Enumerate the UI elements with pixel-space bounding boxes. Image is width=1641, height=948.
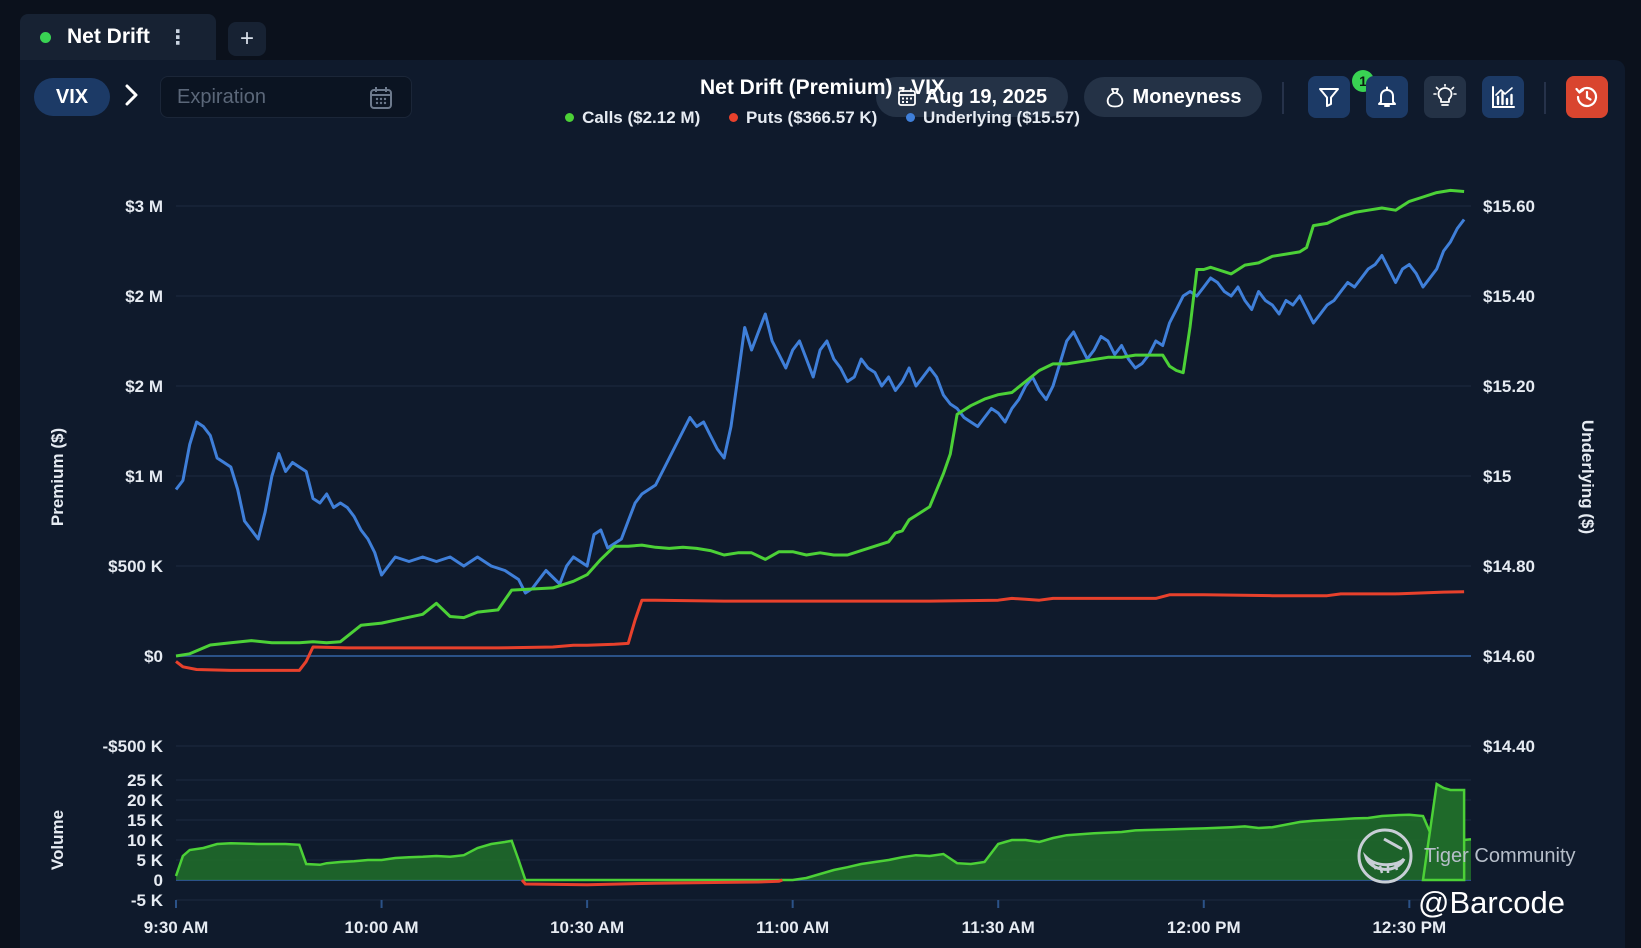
watermark-text: Tiger Community xyxy=(1424,844,1576,867)
volume-line-calls xyxy=(174,813,1472,882)
x-tick-label: 11:30 AM xyxy=(962,918,1035,937)
live-status-dot xyxy=(40,31,51,43)
bar-chart-icon xyxy=(1492,86,1515,108)
expiration-input[interactable] xyxy=(160,76,412,118)
x-tick-label: 10:00 AM xyxy=(345,918,419,937)
volume-tick-label: 0 xyxy=(154,871,163,890)
theme-toggle-button[interactable] xyxy=(1424,76,1466,118)
filter-icon xyxy=(1319,88,1339,107)
date-picker-button[interactable]: Aug 19, 2025 xyxy=(876,77,1068,117)
toolbar-divider xyxy=(1282,82,1284,114)
volume-spike xyxy=(1421,781,1466,882)
moneyness-button[interactable]: Moneyness xyxy=(1084,77,1262,117)
chevron-right-icon[interactable] xyxy=(123,82,141,115)
reset-button[interactable] xyxy=(1566,76,1608,118)
left-tick-label: $3 M xyxy=(125,197,163,216)
series-line-calls xyxy=(175,188,1465,658)
tab-net-drift[interactable]: Net Drift ⋮ xyxy=(20,14,216,60)
right-tick-label: $14.80 xyxy=(1483,557,1535,576)
volume-line-puts xyxy=(520,878,783,887)
x-tick-label: 12:00 PM xyxy=(1167,918,1241,937)
right-tick-label: $15.40 xyxy=(1483,287,1535,306)
tab-title: Net Drift xyxy=(67,25,150,48)
right-axis-title: Underlying ($) xyxy=(1578,420,1597,534)
x-tick-label: 9:30 AM xyxy=(144,918,209,937)
toolbar: VIX Aug 19, 2025 xyxy=(20,60,1625,130)
chart-title: Net Drift (Premium) - VIX xyxy=(699,76,946,99)
tab-bar: Net Drift ⋮ + xyxy=(0,0,1641,60)
left-tick-label: $500 K xyxy=(108,557,164,576)
left-tick-label: -$500 K xyxy=(103,737,164,756)
date-label: Aug 19, 2025 xyxy=(924,85,1048,108)
bell-icon xyxy=(1378,86,1396,107)
volume-tick-label: 10 K xyxy=(127,831,164,850)
tab-menu-icon[interactable]: ⋮ xyxy=(167,26,188,49)
legend-label-puts: Puts ($366.57 K) xyxy=(745,108,878,127)
watermark: Tiger Community xyxy=(1356,826,1606,886)
left-tick-label: $2 M xyxy=(125,287,163,306)
legend-item-calls[interactable]: Calls ($2.12 M) xyxy=(565,108,700,128)
right-tick-label: $15 xyxy=(1483,467,1511,486)
tiger-community-logo-icon xyxy=(1357,828,1413,884)
right-tick-label: $15.60 xyxy=(1483,197,1535,216)
volume-tick-label: 25 K xyxy=(127,771,164,790)
right-tick-label: $15.20 xyxy=(1483,377,1535,396)
x-tick-label: 12:30 PM xyxy=(1372,918,1446,937)
lightbulb-icon xyxy=(1433,84,1457,106)
chart-legend: Calls ($2.12 M) Puts ($366.57 K) Underly… xyxy=(0,108,1641,128)
x-tick-label: 10:30 AM xyxy=(550,918,624,937)
volume-tick-label: 5 K xyxy=(137,851,164,870)
legend-label-calls: Calls ($2.12 M) xyxy=(582,108,701,127)
legend-dot-puts xyxy=(728,113,738,122)
right-tick-label: $14.60 xyxy=(1483,647,1535,666)
left-tick-label: $2 M xyxy=(125,377,163,396)
volume-tick-label: 20 K xyxy=(127,791,164,810)
volume-tick-label: -5 K xyxy=(131,891,164,910)
alerts-button[interactable] xyxy=(1366,76,1408,118)
legend-item-puts[interactable]: Puts ($366.57 K) xyxy=(728,108,878,128)
toolbar-divider xyxy=(1544,82,1546,114)
left-tick-label: $1 M xyxy=(125,467,163,486)
series-line-puts xyxy=(175,590,1465,672)
chart-settings-button[interactable] xyxy=(1482,76,1524,118)
author-handle: @Barcode xyxy=(1418,885,1565,920)
left-axis-title: Premium ($) xyxy=(48,428,67,526)
reset-history-icon xyxy=(1575,86,1598,108)
series-line-underlying xyxy=(174,218,1466,595)
x-tick-label: 11:00 AM xyxy=(756,918,829,937)
left-tick-label: $0 xyxy=(144,647,163,666)
moneybag-icon xyxy=(1106,88,1123,108)
add-tab-button[interactable]: + xyxy=(228,22,266,56)
legend-dot-underlying xyxy=(906,113,916,122)
volume-area-calls xyxy=(176,814,1471,880)
filter-button[interactable] xyxy=(1308,76,1350,118)
moneyness-label: Moneyness xyxy=(1132,85,1242,108)
ticker-button[interactable]: VIX xyxy=(34,78,110,116)
legend-item-underlying[interactable]: Underlying ($15.57) xyxy=(906,108,1080,128)
legend-label-underlying: Underlying ($15.57) xyxy=(923,108,1080,127)
volume-tick-label: 15 K xyxy=(127,811,164,830)
volume-axis-title: Volume xyxy=(48,810,67,870)
calendar-icon[interactable] xyxy=(368,85,394,111)
right-tick-label: $14.40 xyxy=(1483,737,1535,756)
calendar-icon xyxy=(897,88,916,106)
legend-dot-calls xyxy=(565,113,575,122)
